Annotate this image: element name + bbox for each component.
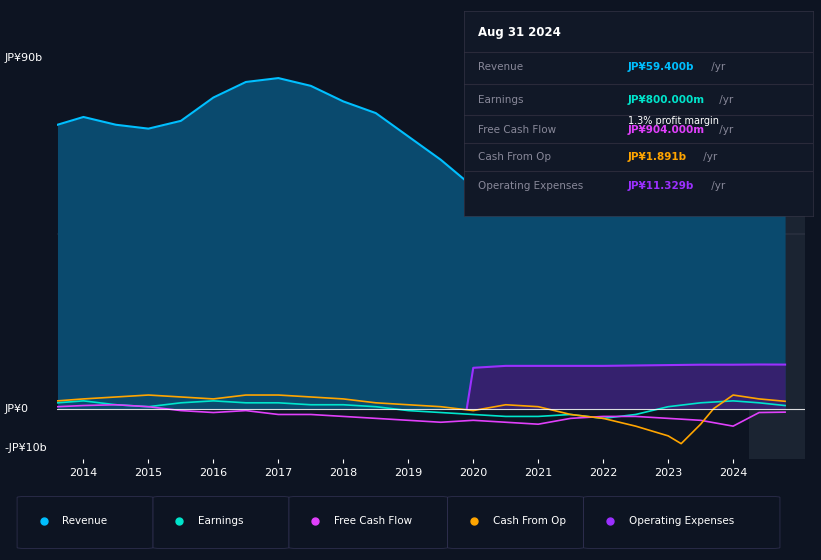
Text: JP¥59.400b: JP¥59.400b [628,62,695,72]
Text: /yr: /yr [708,62,726,72]
Text: Free Cash Flow: Free Cash Flow [478,125,556,135]
Text: 1.3% profit margin: 1.3% profit margin [628,115,719,125]
Text: JP¥11.329b: JP¥11.329b [628,181,695,191]
Text: JP¥0: JP¥0 [4,404,28,414]
Text: JP¥1.891b: JP¥1.891b [628,152,687,162]
Text: Earnings: Earnings [478,95,523,105]
FancyBboxPatch shape [153,497,289,548]
Text: Cash From Op: Cash From Op [478,152,551,162]
Text: Operating Expenses: Operating Expenses [478,181,583,191]
Text: Aug 31 2024: Aug 31 2024 [478,26,561,39]
Text: Revenue: Revenue [478,62,523,72]
Text: Free Cash Flow: Free Cash Flow [334,516,412,526]
Text: /yr: /yr [708,181,726,191]
Text: Operating Expenses: Operating Expenses [629,516,734,526]
Text: -JP¥10b: -JP¥10b [4,442,47,452]
Text: /yr: /yr [700,152,718,162]
Text: JP¥904.000m: JP¥904.000m [628,125,705,135]
FancyBboxPatch shape [17,497,153,548]
Text: Earnings: Earnings [199,516,244,526]
Text: Cash From Op: Cash From Op [493,516,566,526]
Bar [750,39,805,459]
Text: /yr: /yr [716,125,733,135]
FancyBboxPatch shape [584,497,780,548]
Text: /yr: /yr [716,95,733,105]
Text: JP¥800.000m: JP¥800.000m [628,95,705,105]
FancyBboxPatch shape [447,497,584,548]
Text: JP¥90b: JP¥90b [4,53,42,63]
FancyBboxPatch shape [289,497,447,548]
Text: Revenue: Revenue [62,516,108,526]
